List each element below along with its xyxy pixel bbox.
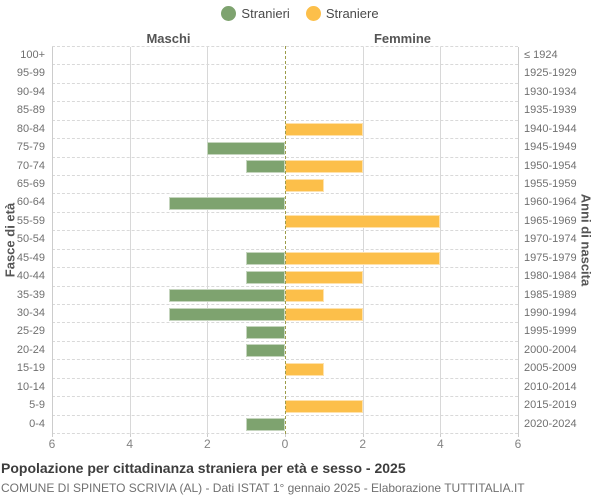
- birth-year-label: 1985-1989: [524, 288, 577, 301]
- age-label: 5-9: [29, 399, 45, 412]
- x-tick-label: 4: [436, 437, 444, 451]
- birth-year-label: ≤ 1924: [524, 49, 558, 61]
- female-column-header: Femmine: [373, 31, 432, 46]
- birth-year-label: 1990-1994: [524, 307, 577, 319]
- birth-year-axis-title: Anni di nascita: [578, 193, 594, 287]
- bar-female[interactable]: [285, 160, 363, 174]
- x-tick-mark: [440, 433, 442, 437]
- legend-label-stranieri: Stranieri: [241, 6, 290, 21]
- age-label: 85-89: [16, 104, 45, 117]
- birth-year-label: 1950-1954: [524, 159, 577, 172]
- age-label: 40-44: [16, 270, 45, 283]
- x-tick-mark: [207, 433, 209, 437]
- bar-female[interactable]: [285, 399, 363, 413]
- bar-female[interactable]: [285, 289, 324, 303]
- bar-female[interactable]: [285, 307, 363, 321]
- birth-year-label: 1945-1949: [524, 141, 577, 154]
- legend-label-straniere: Straniere: [325, 6, 379, 21]
- bar-female[interactable]: [285, 252, 441, 266]
- grid-line: [207, 47, 209, 434]
- bar-male[interactable]: [246, 344, 285, 358]
- age-label: 15-19: [16, 362, 45, 375]
- birth-year-label: 2015-2019: [524, 399, 577, 412]
- age-label: 80-84: [16, 122, 45, 135]
- bar-male[interactable]: [168, 307, 285, 321]
- x-tick-mark: [52, 433, 53, 437]
- chart-subtitle: COMUNE DI SPINETO SCRIVIA (AL) - Dati IS…: [1, 481, 525, 495]
- bar-female[interactable]: [285, 178, 324, 192]
- age-label: 70-74: [16, 159, 45, 172]
- bar-male[interactable]: [168, 196, 285, 210]
- age-label: 95-99: [16, 67, 45, 80]
- birth-year-label: 1930-1934: [524, 85, 577, 98]
- age-label: 55-59: [16, 214, 45, 227]
- age-label: 30-34: [16, 307, 45, 319]
- bar-male[interactable]: [246, 252, 285, 266]
- x-tick-label: 0: [281, 437, 289, 451]
- bar-male[interactable]: [246, 325, 285, 339]
- grid-line: [52, 47, 53, 434]
- birth-year-label: 1935-1939: [524, 104, 577, 117]
- straniere-swatch-icon: [305, 6, 321, 21]
- birth-year-label: 1955-1959: [524, 178, 577, 190]
- bar-male[interactable]: [207, 141, 285, 155]
- birth-year-label: 2000-2004: [524, 343, 577, 356]
- bar-female[interactable]: [285, 270, 363, 284]
- x-tick-mark: [518, 433, 519, 437]
- birth-year-label: 2010-2014: [524, 380, 577, 393]
- age-label: 60-64: [16, 196, 45, 209]
- bar-male[interactable]: [246, 160, 285, 174]
- x-tick-label: 4: [126, 437, 133, 451]
- x-tick-label: 2: [203, 437, 211, 451]
- grid-line: [518, 47, 519, 434]
- age-row: [52, 158, 518, 176]
- age-label: 10-14: [16, 380, 45, 393]
- age-label: 45-49: [16, 251, 45, 264]
- legend-item-stranieri[interactable]: Stranieri: [221, 6, 290, 21]
- age-label: 75-79: [16, 141, 45, 154]
- age-label: 0-4: [29, 417, 45, 430]
- birth-year-label: 1965-1969: [524, 214, 577, 227]
- x-tick-mark: [129, 433, 131, 437]
- grid-line: [362, 47, 364, 434]
- plot-area: [52, 46, 519, 434]
- age-label: 90-94: [16, 85, 45, 98]
- birth-year-label: 1975-1979: [524, 251, 577, 264]
- age-axis-title: Fasce di età: [2, 202, 18, 278]
- bar-male[interactable]: [246, 270, 285, 284]
- age-label: 20-24: [16, 343, 45, 356]
- grid-line: [440, 47, 442, 434]
- age-label: 25-29: [16, 325, 45, 338]
- age-label: 50-54: [16, 233, 45, 246]
- x-tick-label: 6: [48, 437, 56, 451]
- grid-line: [129, 47, 131, 434]
- age-label: 65-69: [16, 178, 45, 190]
- bar-male[interactable]: [246, 418, 285, 432]
- x-tick-mark: [362, 433, 364, 437]
- legend: Stranieri Straniere: [0, 6, 600, 21]
- bar-male[interactable]: [168, 289, 285, 303]
- bar-female[interactable]: [285, 123, 363, 137]
- birth-year-label: 1980-1984: [524, 270, 577, 283]
- bar-female[interactable]: [285, 215, 441, 229]
- legend-item-straniere[interactable]: Straniere: [305, 6, 379, 21]
- birth-year-label: 1995-1999: [524, 325, 577, 338]
- x-tick-label: 2: [359, 437, 366, 451]
- birth-year-label: 1960-1964: [524, 196, 577, 209]
- birth-year-label: 1940-1944: [524, 122, 577, 135]
- age-label: 100+: [20, 49, 45, 61]
- x-tick-label: 6: [514, 437, 522, 451]
- chart-title: Popolazione per cittadinanza straniera p…: [1, 460, 406, 476]
- bar-female[interactable]: [285, 362, 324, 376]
- x-tick-mark: [285, 433, 286, 437]
- birth-year-label: 1925-1929: [524, 67, 577, 80]
- male-column-header: Maschi: [146, 31, 191, 46]
- age-label: 35-39: [16, 288, 45, 301]
- birth-year-label: 2005-2009: [524, 362, 577, 375]
- birth-year-label: 1970-1974: [524, 233, 577, 246]
- birth-year-label: 2020-2024: [524, 417, 577, 430]
- zero-line: [285, 46, 286, 434]
- stranieri-swatch-icon: [221, 6, 237, 21]
